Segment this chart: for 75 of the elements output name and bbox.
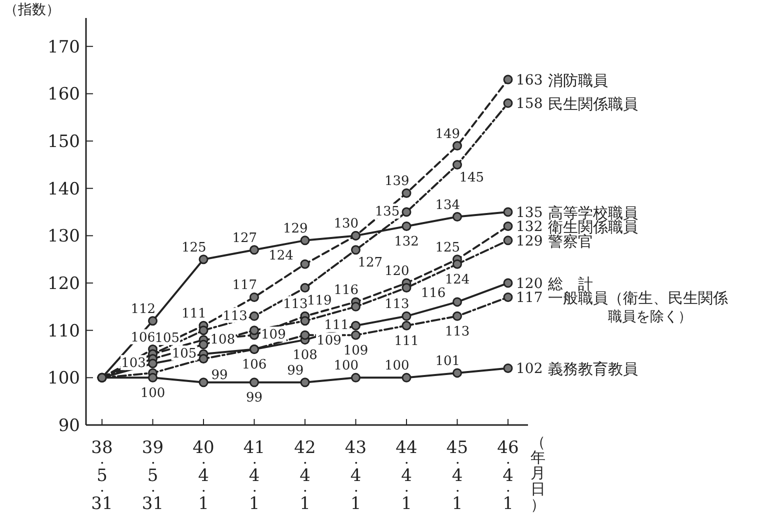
y-tick-label: 90 (58, 416, 80, 436)
data-label: 127 (358, 256, 383, 271)
text: 民生関係職員 (548, 95, 638, 114)
data-label: 111 (394, 334, 419, 349)
text: 義務教育教員 (548, 360, 638, 378)
data-label: 135 (516, 205, 543, 222)
data-label: 125 (435, 240, 460, 256)
data-label: 125 (181, 240, 206, 256)
data-label: 102 (516, 361, 543, 378)
data-label: 149 (435, 126, 460, 142)
data-label: 124 (444, 272, 470, 288)
y-tick-label: 110 (48, 321, 80, 342)
data-label: 101 (435, 354, 460, 369)
data-label: 111 (181, 306, 206, 322)
data-label: 127 (232, 230, 258, 246)
data-label: 117 (516, 290, 543, 306)
y-tick-label: 170 (48, 37, 80, 58)
x-tick-label: 45・4・1 (446, 438, 468, 514)
data-label: 132 (516, 219, 543, 236)
y-tick-label: 140 (48, 179, 80, 200)
data-label: 116 (334, 282, 359, 298)
data-label: 130 (334, 216, 359, 232)
data-label: 105 (154, 331, 180, 346)
data-label: 113 (384, 297, 410, 312)
data-label: 99 (246, 390, 263, 406)
data-label: 103 (121, 356, 146, 372)
data-label: 113 (282, 297, 308, 312)
y-tick-label: 150 (48, 132, 80, 152)
data-label: 105 (172, 346, 197, 362)
data-label: 108 (292, 348, 318, 364)
y-tick-label: 100 (48, 368, 80, 389)
data-label: 106 (242, 357, 267, 372)
data-label: 109 (343, 343, 368, 358)
data-label: 109 (316, 334, 342, 349)
data-label: 163 (516, 72, 543, 89)
data-label: 106 (130, 330, 156, 346)
data-label: 100 (384, 358, 410, 374)
text: 消防職員 (548, 72, 608, 90)
data-label: 99 (287, 363, 304, 378)
x-tick-label: 39・5・31 (142, 438, 164, 514)
y-tick-label: 130 (48, 226, 80, 247)
y-tick-label: 120 (48, 274, 80, 294)
x-tick-label: 41・4・1 (243, 438, 266, 514)
x-tick-label: 44・4・1 (396, 438, 418, 514)
data-label: 124 (268, 248, 294, 264)
data-label: 120 (516, 276, 543, 292)
data-label: 108 (210, 332, 236, 348)
data-label: 139 (384, 174, 410, 190)
x-tick-label: 46・4・1 (497, 438, 519, 514)
data-label: 111 (324, 318, 349, 334)
x-tick-label: 40・4・1 (192, 438, 214, 514)
y-axis-title: （指数） (4, 2, 60, 18)
data-label: 129 (516, 233, 543, 250)
data-label: 135 (374, 204, 400, 220)
data-label: 120 (384, 264, 410, 280)
x-tick-label: 42・4・1 (294, 438, 316, 514)
x-tick-label: 43・4・1 (344, 438, 367, 514)
data-label: 116 (420, 286, 446, 302)
data-label: 132 (394, 234, 419, 250)
data-label: 145 (459, 170, 484, 186)
data-label: 113 (444, 324, 470, 340)
data-label: 100 (334, 358, 359, 374)
data-label: 112 (130, 302, 156, 317)
data-label: 129 (282, 221, 308, 236)
data-label: 109 (261, 328, 286, 343)
data-label: 100 (140, 386, 166, 401)
x-axis-title: （年月日） (530, 433, 546, 514)
y-tick-label: 160 (48, 84, 80, 105)
data-label: 119 (306, 294, 332, 309)
data-label: 113 (222, 308, 248, 324)
x-tick-label: 38・5・31 (91, 438, 113, 514)
data-label: 158 (516, 96, 543, 112)
data-label: 99 (211, 368, 228, 384)
data-label: 117 (232, 278, 258, 294)
data-label: 134 (435, 198, 460, 213)
